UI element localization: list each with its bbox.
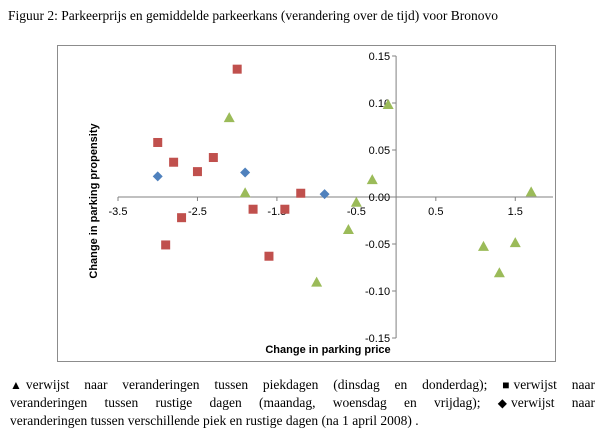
axes <box>117 55 553 339</box>
diamond-point <box>319 189 330 200</box>
legend-text-quiet: veranderingen tussen rustige dagen (maan… <box>10 395 481 410</box>
diamond-icon: ◆ <box>497 396 508 410</box>
square-point <box>161 240 171 250</box>
figure-title: Figuur 2: Parkeerprijs en gemiddelde par… <box>8 8 498 23</box>
legend-line-3: veranderingen tussen verschillende piek … <box>10 412 595 429</box>
triangle-point <box>342 223 354 234</box>
legend-line-1: ▲ verwijst naar veranderingen tussen piek… <box>10 376 595 394</box>
diamond-point <box>240 167 251 178</box>
square-point <box>280 204 290 214</box>
y-tick-label: 0.05 <box>369 145 390 157</box>
y-tick-label: -0.15 <box>365 333 390 345</box>
tick-labels: -3.5 -2.5 -1.5 -0.5 0.5 1.50.150.100.050.00-0… <box>109 51 523 345</box>
data-marks <box>152 64 537 287</box>
square-point <box>232 64 242 74</box>
figure-legend: ▲ verwijst naar veranderingen tussen piek… <box>10 376 595 429</box>
legend-text-mixed-prefix: verwijst naar <box>511 395 596 410</box>
square-point <box>248 204 258 214</box>
square-icon: ■ <box>502 378 510 392</box>
square-point <box>177 213 187 223</box>
triangle-point <box>350 196 362 207</box>
y-tick-label: -0.05 <box>365 239 390 251</box>
y-axis-title: Change in parking propensity <box>88 123 100 279</box>
legend-text-peak: verwijst naar veranderingen tussen piekd… <box>25 377 488 392</box>
square-point <box>296 188 306 198</box>
triangle-point <box>311 276 323 287</box>
x-tick-label: -3.5 <box>109 206 128 218</box>
y-tick-label: 0.00 <box>369 192 390 204</box>
legend-line-2: veranderingen tussen rustige dagen (maan… <box>10 394 595 412</box>
triangle-point <box>493 267 505 278</box>
triangle-icon: ▲ <box>10 378 22 392</box>
triangle-point <box>239 187 251 198</box>
x-tick-label: 0.5 <box>428 206 443 218</box>
square-point <box>169 157 179 167</box>
triangle-point <box>223 112 235 123</box>
axis-labels: Change in parking price Change in parking… <box>88 123 391 356</box>
y-tick-label: -0.10 <box>365 286 390 298</box>
chart-frame <box>57 45 556 362</box>
legend-text-quiet-prefix: verwijst naar <box>513 377 595 392</box>
x-tick-label: 1.5 <box>508 206 523 218</box>
y-tick-label: 0.15 <box>369 51 390 63</box>
x-tick-label: -0.5 <box>347 206 366 218</box>
square-point <box>264 251 274 261</box>
triangle-point <box>509 237 521 248</box>
square-point <box>192 167 202 177</box>
square-point <box>153 137 163 147</box>
triangle-point <box>382 98 394 109</box>
triangle-point <box>525 186 537 197</box>
legend-text-mixed: veranderingen tussen verschillende piek … <box>10 413 419 428</box>
diamond-point <box>152 171 163 182</box>
triangle-point <box>477 240 489 251</box>
x-tick-label: -2.5 <box>188 206 207 218</box>
square-point <box>208 153 218 163</box>
x-axis-title: Change in parking price <box>265 344 390 356</box>
triangle-point <box>366 174 378 185</box>
